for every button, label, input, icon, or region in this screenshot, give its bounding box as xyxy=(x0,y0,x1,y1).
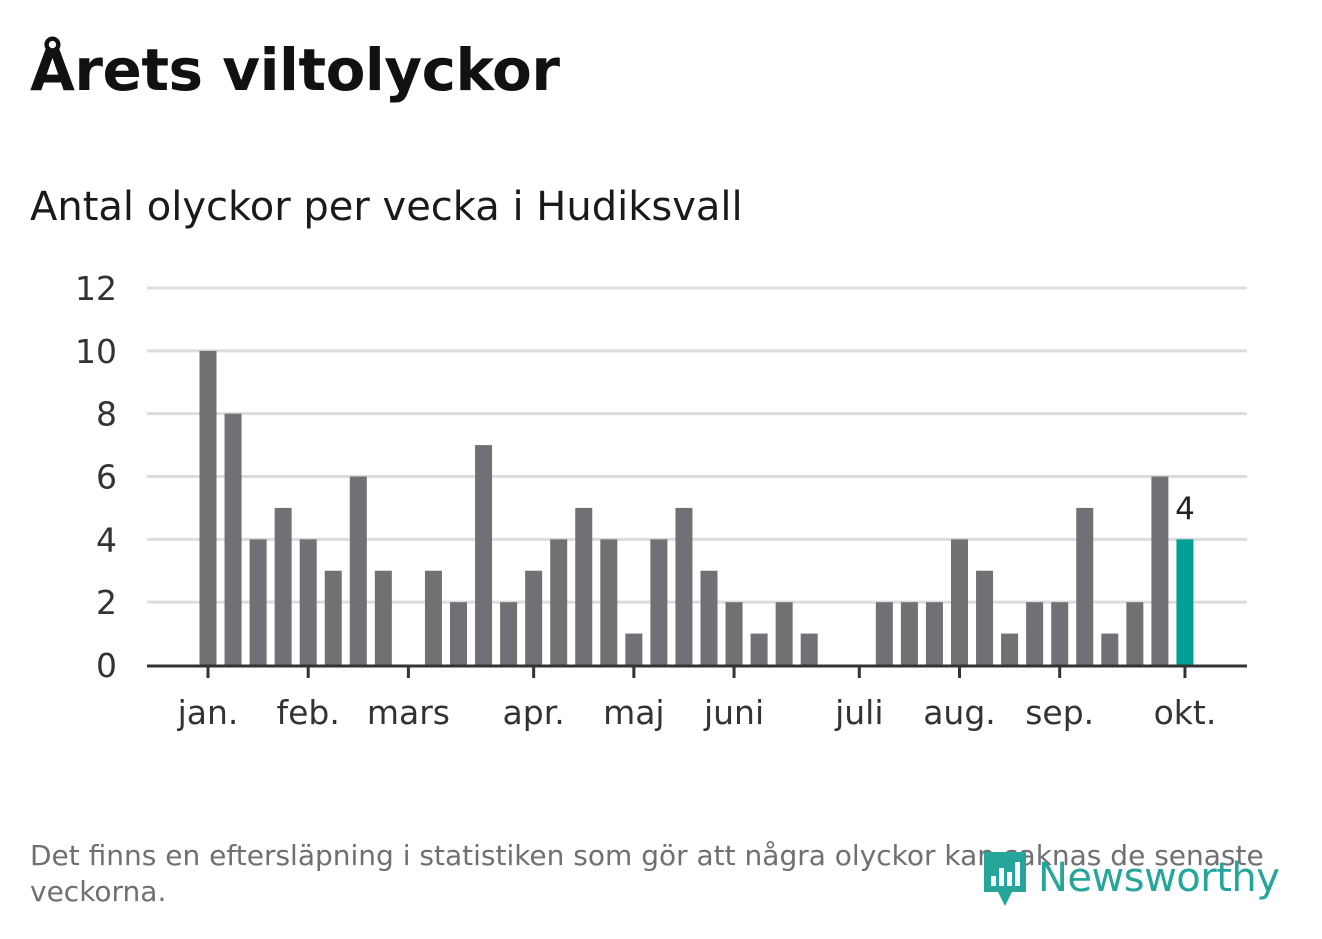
bar xyxy=(775,602,793,665)
highlight-value-label: 4 xyxy=(1175,491,1195,527)
bar xyxy=(349,476,367,665)
bar xyxy=(299,539,317,665)
bar xyxy=(675,507,693,665)
bar xyxy=(1076,507,1094,665)
bar xyxy=(575,507,593,665)
bar xyxy=(725,602,743,665)
bar xyxy=(1126,602,1144,665)
y-tick-label: 10 xyxy=(75,332,117,371)
bar xyxy=(750,633,768,665)
bar xyxy=(424,570,442,665)
bar xyxy=(1151,476,1169,665)
y-tick-label: 2 xyxy=(96,583,117,622)
bar xyxy=(374,570,392,665)
bar xyxy=(925,602,943,665)
bar xyxy=(800,633,818,665)
bar xyxy=(550,539,568,665)
x-tick-label: maj xyxy=(603,693,665,732)
y-tick-label: 6 xyxy=(96,458,117,497)
newsworthy-logo: Newsworthy xyxy=(980,846,1280,910)
bars: 4 xyxy=(199,350,1195,665)
x-tick-label: apr. xyxy=(503,693,565,732)
x-tick-label: sep. xyxy=(1025,693,1094,732)
bar xyxy=(600,539,618,665)
bar xyxy=(1051,602,1069,665)
bar xyxy=(450,602,467,665)
bar xyxy=(976,570,994,665)
logo-text: Newsworthy xyxy=(1038,855,1280,901)
chart-subtitle: Antal olyckor per vecka i Hudiksvall xyxy=(30,184,743,230)
x-tick-label: jan. xyxy=(177,693,239,732)
y-tick-label: 4 xyxy=(96,520,117,559)
bar-chart: 0 2 4 6 8 10 12 4 jan. feb. mars apr. maj juni juli a… xyxy=(75,269,1247,732)
chart-title: Årets viltolyckor xyxy=(30,36,560,104)
x-tick-label: feb. xyxy=(277,693,340,732)
bar xyxy=(274,507,292,665)
bar-highlight xyxy=(1176,539,1194,665)
bar xyxy=(900,602,918,665)
y-tick-label: 0 xyxy=(96,646,117,685)
x-tick-label: juni xyxy=(703,693,764,732)
bar xyxy=(1101,633,1119,665)
bar xyxy=(625,633,643,665)
bar xyxy=(249,539,267,665)
footnote: Det finns en eftersläpning i statistiken… xyxy=(30,839,1264,908)
x-tick-label: okt. xyxy=(1154,693,1217,732)
bar xyxy=(475,445,493,665)
y-tick-label: 12 xyxy=(75,269,117,308)
y-axis-ticks: 0 2 4 6 8 10 12 xyxy=(75,269,117,685)
x-tick-label: juli xyxy=(834,693,883,732)
bar xyxy=(875,602,893,665)
bar xyxy=(324,570,342,665)
bar xyxy=(500,602,518,665)
x-tick-label: aug. xyxy=(923,693,996,732)
y-tick-label: 8 xyxy=(96,395,117,434)
bar xyxy=(650,539,668,665)
bar xyxy=(525,570,543,665)
bar xyxy=(199,350,217,665)
bar-chart-speech-bubble-icon xyxy=(984,852,1026,906)
bar xyxy=(700,570,718,665)
x-axis: jan. feb. mars apr. maj juni juli aug. sep. okt. xyxy=(147,664,1247,732)
bar xyxy=(224,413,242,665)
bar xyxy=(1026,602,1044,665)
x-tick-label: mars xyxy=(367,693,450,732)
bar xyxy=(951,539,968,665)
bar xyxy=(1001,633,1019,665)
